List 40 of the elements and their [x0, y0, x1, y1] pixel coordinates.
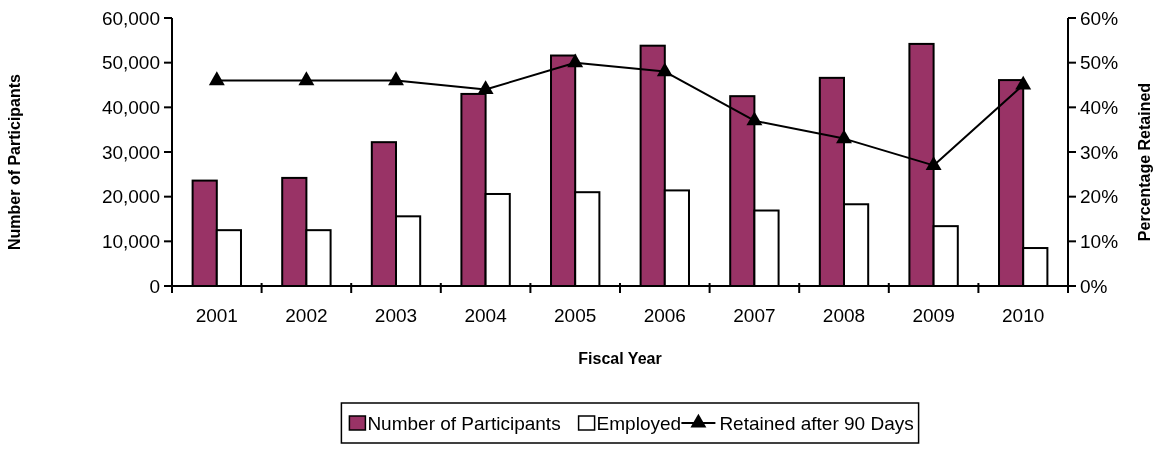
y-tick-label: 60,000 [101, 7, 160, 29]
legend-label: Number of Participants [367, 412, 561, 434]
point [208, 71, 225, 86]
y2-tick-label: 10% [1080, 230, 1119, 252]
y-tick-label: 40,000 [101, 96, 160, 118]
y-tick-label: 30,000 [101, 141, 160, 163]
y2-tick-label: 20% [1080, 186, 1119, 208]
legend-label: Retained after 90 Days [719, 412, 914, 434]
y-tick-label: 10,000 [101, 230, 160, 252]
y-tick-label: 20,000 [101, 186, 160, 208]
y2-tick-label: 30% [1080, 141, 1119, 163]
y-axis-title: Number of Participants [6, 73, 23, 251]
x-tick-label: 2006 [643, 305, 686, 326]
point [298, 71, 315, 86]
point [836, 129, 852, 144]
y2-tick-label: 0% [1080, 275, 1108, 297]
y2-tick-label: 50% [1080, 52, 1119, 74]
point [746, 111, 763, 126]
legend-label: Employed [596, 412, 682, 434]
y2-tick-label: 60% [1080, 7, 1119, 29]
x-tick-label: 2008 [822, 305, 866, 326]
x-tick-label: 2001 [195, 305, 238, 326]
x-axis-title: Fiscal Year [578, 350, 662, 367]
point [1015, 75, 1032, 90]
y-tick-label: 50,000 [101, 52, 160, 74]
point [925, 156, 942, 170]
x-tick-label: 2009 [912, 305, 955, 326]
x-tick-label: 2005 [554, 305, 597, 326]
y2-axis-title: Percentage Retained [1136, 82, 1153, 242]
point [388, 71, 404, 86]
x-tick-label: 2010 [1002, 305, 1045, 326]
point [656, 62, 673, 77]
point [567, 53, 584, 68]
x-tick-label: 2003 [374, 305, 418, 326]
x-tick-label: 2007 [733, 305, 776, 326]
y-tick-label: 0 [149, 275, 160, 297]
x-tick-label: 2004 [464, 305, 508, 326]
x-tick-label: 2002 [285, 305, 328, 326]
y2-tick-label: 40% [1080, 96, 1119, 118]
point [477, 80, 494, 95]
